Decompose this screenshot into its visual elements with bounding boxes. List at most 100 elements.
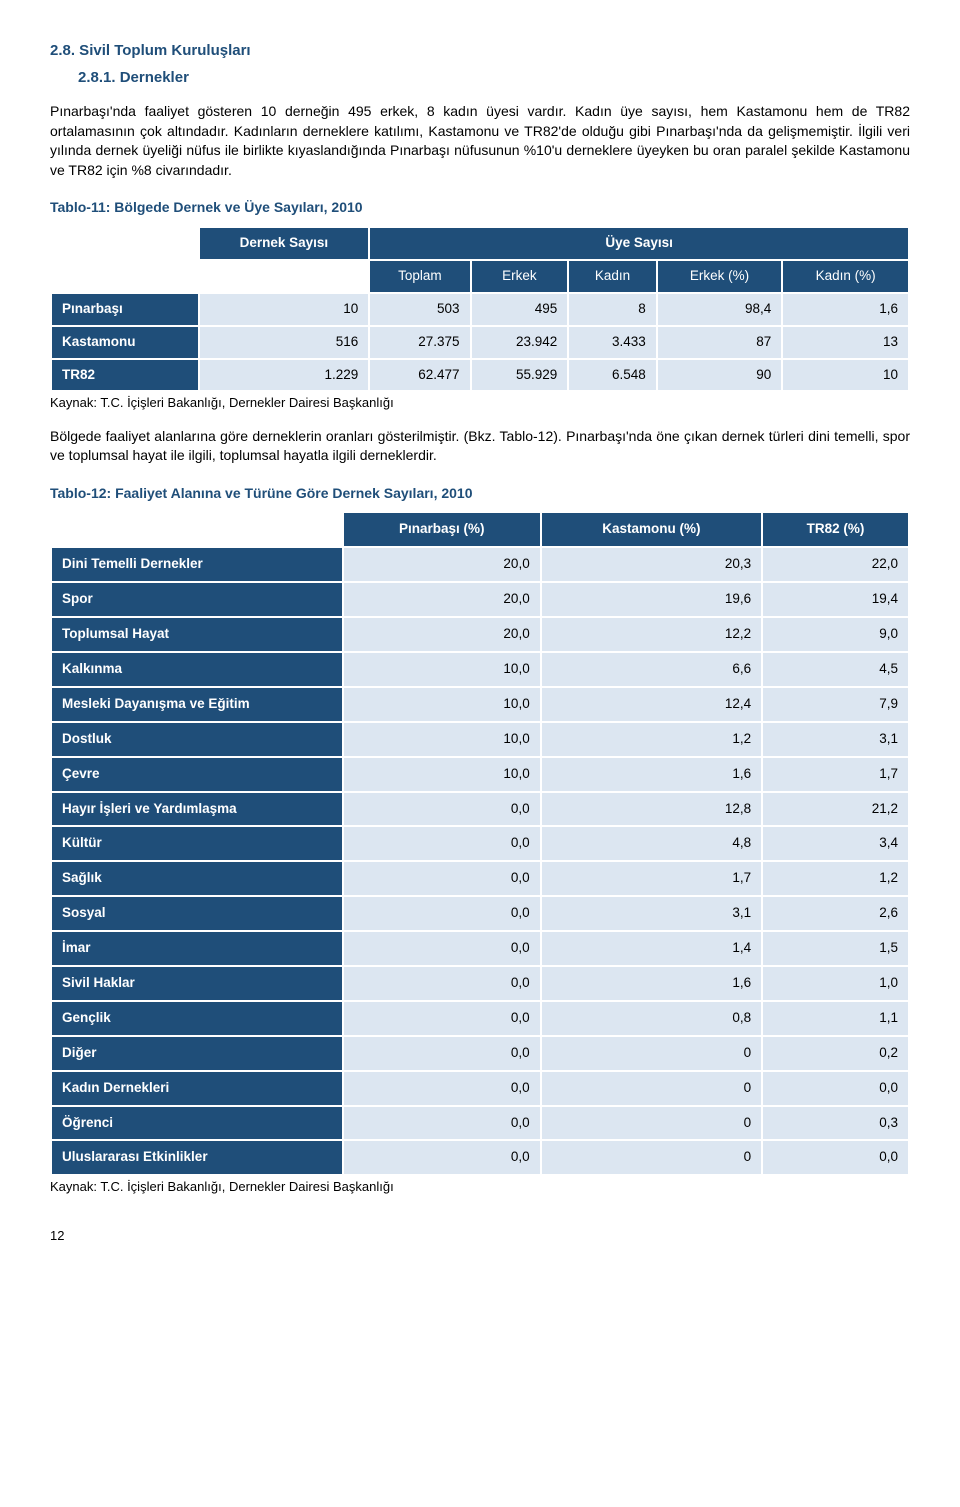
page-number: 12 [50, 1227, 910, 1245]
table-cell: 12,8 [541, 792, 762, 827]
table-cell: 3,1 [762, 722, 909, 757]
table12-col-kastamonu: Kastamonu (%) [541, 512, 762, 547]
table-cell: 0,0 [343, 966, 541, 1001]
table-cell: 3,1 [541, 896, 762, 931]
table-row-label: Spor [51, 582, 343, 617]
table-row-label: Sosyal [51, 896, 343, 931]
table-cell: 62.477 [369, 359, 470, 392]
table-cell: 1,2 [762, 861, 909, 896]
table11-title: Tablo-11: Bölgede Dernek ve Üye Sayıları… [50, 198, 910, 218]
table-cell: 98,4 [657, 293, 783, 326]
table-cell: 20,0 [343, 547, 541, 582]
table-cell: 0,0 [343, 1140, 541, 1175]
table-cell: 503 [369, 293, 470, 326]
table11-col-toplam: Toplam [369, 260, 470, 293]
table11-source: Kaynak: T.C. İçişleri Bakanlığı, Dernekl… [50, 394, 910, 412]
table-cell: 1,7 [541, 861, 762, 896]
table-cell: 0 [541, 1106, 762, 1141]
table-cell: 90 [657, 359, 783, 392]
table-row-label: Kültür [51, 826, 343, 861]
table-cell: 10,0 [343, 722, 541, 757]
table-cell: 1,1 [762, 1001, 909, 1036]
table-row-label: Gençlik [51, 1001, 343, 1036]
table11-col-kadin-pct: Kadın (%) [782, 260, 909, 293]
table-cell: 0,0 [762, 1071, 909, 1106]
table-cell: 0 [541, 1036, 762, 1071]
table-cell: 8 [568, 293, 656, 326]
table-row-label: Dini Temelli Dernekler [51, 547, 343, 582]
table-cell: 0,0 [343, 931, 541, 966]
table-cell: 1,6 [541, 757, 762, 792]
table11-head-uye: Üye Sayısı [369, 227, 909, 260]
table12-source: Kaynak: T.C. İçişleri Bakanlığı, Dernekl… [50, 1178, 910, 1196]
table-cell: 0,0 [762, 1140, 909, 1175]
table-cell: 2,6 [762, 896, 909, 931]
table11: Dernek Sayısı Üye Sayısı Toplam Erkek Ka… [50, 226, 910, 392]
table-row-label: Sağlık [51, 861, 343, 896]
table11-col-erkek: Erkek [471, 260, 569, 293]
table-cell: 1,6 [541, 966, 762, 1001]
table-cell: 6,6 [541, 652, 762, 687]
table-cell: 20,0 [343, 617, 541, 652]
table11-col-kadin: Kadın [568, 260, 656, 293]
table-cell: 0,3 [762, 1106, 909, 1141]
table-cell: 7,9 [762, 687, 909, 722]
table-cell: 0,0 [343, 792, 541, 827]
table-cell: 1,0 [762, 966, 909, 1001]
table-row-label: Uluslararası Etkinlikler [51, 1140, 343, 1175]
table-cell: 10 [782, 359, 909, 392]
table-cell: 12,2 [541, 617, 762, 652]
table-cell: 10,0 [343, 652, 541, 687]
table-cell: 10,0 [343, 757, 541, 792]
table-row-label: TR82 [51, 359, 199, 392]
table-cell: 6.548 [568, 359, 656, 392]
table-cell: 0,8 [541, 1001, 762, 1036]
paragraph-2: Bölgede faaliyet alanlarına göre dernekl… [50, 427, 910, 466]
table-cell: 1,7 [762, 757, 909, 792]
table-row-label: Hayır İşleri ve Yardımlaşma [51, 792, 343, 827]
table-cell: 0,0 [343, 1071, 541, 1106]
table-cell: 27.375 [369, 326, 470, 359]
table-cell: 0,0 [343, 826, 541, 861]
table-cell: 55.929 [471, 359, 569, 392]
table-cell: 0,0 [343, 896, 541, 931]
table-cell: 516 [199, 326, 370, 359]
table-cell: 4,5 [762, 652, 909, 687]
table12-title: Tablo-12: Faaliyet Alanına ve Türüne Gör… [50, 484, 910, 504]
table-cell: 1.229 [199, 359, 370, 392]
table-cell: 1,4 [541, 931, 762, 966]
table-row-label: Çevre [51, 757, 343, 792]
table-cell: 1,5 [762, 931, 909, 966]
table-cell: 19,6 [541, 582, 762, 617]
table12-col-tr82: TR82 (%) [762, 512, 909, 547]
table-cell: 0 [541, 1140, 762, 1175]
paragraph-1: Pınarbaşı'nda faaliyet gösteren 10 derne… [50, 102, 910, 180]
table-cell: 1,2 [541, 722, 762, 757]
table-cell: 0,0 [343, 861, 541, 896]
table-row-label: Diğer [51, 1036, 343, 1071]
table-cell: 0,2 [762, 1036, 909, 1071]
table-cell: 4,8 [541, 826, 762, 861]
table-cell: 0,0 [343, 1001, 541, 1036]
table-cell: 3.433 [568, 326, 656, 359]
table-cell: 20,3 [541, 547, 762, 582]
table-row-label: Dostluk [51, 722, 343, 757]
table-row-label: Sivil Haklar [51, 966, 343, 1001]
table-cell: 1,6 [782, 293, 909, 326]
table-row-label: Mesleki Dayanışma ve Eğitim [51, 687, 343, 722]
table-cell: 10 [199, 293, 370, 326]
table-cell: 0,0 [343, 1036, 541, 1071]
table-cell: 495 [471, 293, 569, 326]
table-cell: 20,0 [343, 582, 541, 617]
subsection-heading: 2.8.1. Dernekler [78, 67, 910, 88]
section-heading: 2.8. Sivil Toplum Kuruluşları [50, 40, 910, 61]
table-row-label: Pınarbaşı [51, 293, 199, 326]
table-cell: 19,4 [762, 582, 909, 617]
table-row-label: Kastamonu [51, 326, 199, 359]
table-cell: 87 [657, 326, 783, 359]
table-cell: 9,0 [762, 617, 909, 652]
table11-head-dernek: Dernek Sayısı [199, 227, 370, 260]
table-cell: 0 [541, 1071, 762, 1106]
table11-col-erkek-pct: Erkek (%) [657, 260, 783, 293]
table-cell: 23.942 [471, 326, 569, 359]
